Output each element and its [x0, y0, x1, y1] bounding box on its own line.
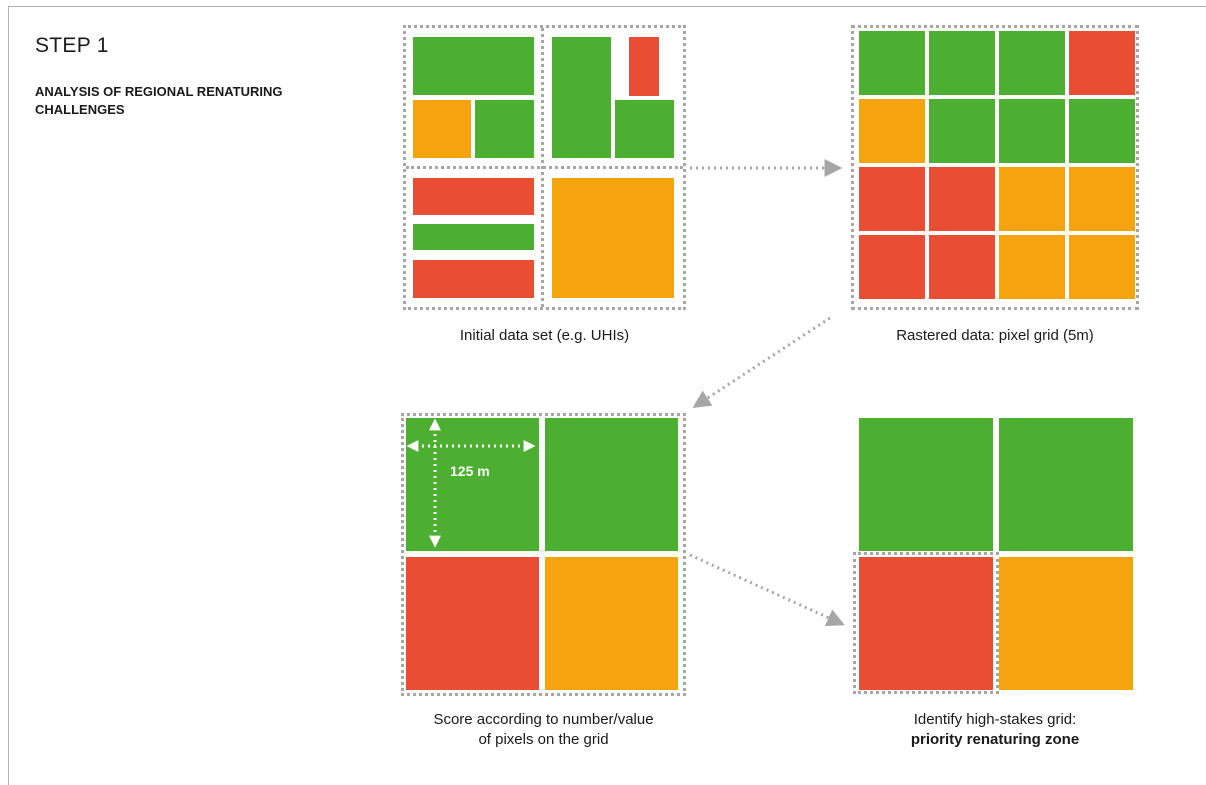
initial-patch-red: [413, 178, 534, 215]
score-cell-red: [406, 557, 539, 690]
caption-score-line-1: Score according to number/value: [433, 711, 654, 728]
priority-zone-label: priority renaturing zone: [910, 731, 1080, 748]
arrow-to-priority: [689, 553, 845, 626]
initial-patch-red: [629, 37, 659, 96]
initial-patch-orange: [413, 100, 471, 158]
caption-score-grid: Score according to number/value of pixel…: [351, 710, 736, 750]
pixel-cell-green: [999, 31, 1065, 95]
caption-initial-data: Initial data set (e.g. UHIs): [459, 327, 630, 344]
caption-rastered-data: Rastered data: pixel grid (5m): [896, 327, 1094, 344]
caption-score-line-2: of pixels on the grid: [478, 731, 609, 748]
pixel-cell-red: [859, 235, 925, 299]
pixel-cell-green: [1069, 99, 1135, 163]
priority-cell-orange: [999, 557, 1133, 690]
frame-top-border: [8, 6, 1206, 7]
pixel-cell-orange: [859, 99, 925, 163]
pixel-cell-green: [929, 99, 995, 163]
priority-zone-outline: [853, 552, 999, 694]
pixel-cell-orange: [1069, 167, 1135, 231]
initial-patch-green: [475, 100, 534, 158]
pixel-cell-green: [999, 99, 1065, 163]
initial-patch-green: [615, 100, 674, 158]
caption-priority-line-1: Identify high-stakes grid:: [913, 711, 1077, 728]
priority-cell-green: [999, 418, 1133, 551]
arrow-to-score: [692, 316, 831, 408]
initial-patch-green: [413, 37, 534, 95]
grid-size-label: 125 m: [450, 463, 490, 479]
initial-patch-green: [552, 37, 611, 158]
pixel-cell-orange: [1069, 235, 1135, 299]
pixel-cell-red: [929, 167, 995, 231]
pixel-cell-orange: [999, 167, 1065, 231]
caption-priority-grid: Identify high-stakes grid: priority rena…: [820, 710, 1170, 750]
initial-patch-orange: [552, 178, 674, 298]
initial-patch-red: [413, 260, 534, 298]
priority-cell-red: [859, 557, 993, 690]
rastered-grid-outline: [851, 25, 1139, 310]
pixel-cell-red: [929, 235, 995, 299]
score-cell-green: [545, 418, 678, 551]
initial-patch-green: [413, 224, 534, 250]
pixel-cell-red: [859, 167, 925, 231]
priority-cell-green: [859, 418, 993, 551]
initial-data-outline: [403, 25, 686, 310]
pixel-cell-green: [929, 31, 995, 95]
score-cell-orange: [545, 557, 678, 690]
initial-data-divider-horizontal: [406, 166, 683, 169]
pixel-cell-orange: [999, 235, 1065, 299]
step-title: STEP 1: [35, 34, 109, 57]
step-subtitle: ANALYSIS OF REGIONAL RENATURING CHALLENG…: [35, 84, 283, 117]
frame-left-border: [8, 6, 9, 785]
score-grid-outline: [401, 413, 686, 696]
pixel-cell-red: [1069, 31, 1135, 95]
pixel-cell-green: [859, 31, 925, 95]
caption-priority-line-2: priority renaturing zone: [820, 730, 1170, 750]
